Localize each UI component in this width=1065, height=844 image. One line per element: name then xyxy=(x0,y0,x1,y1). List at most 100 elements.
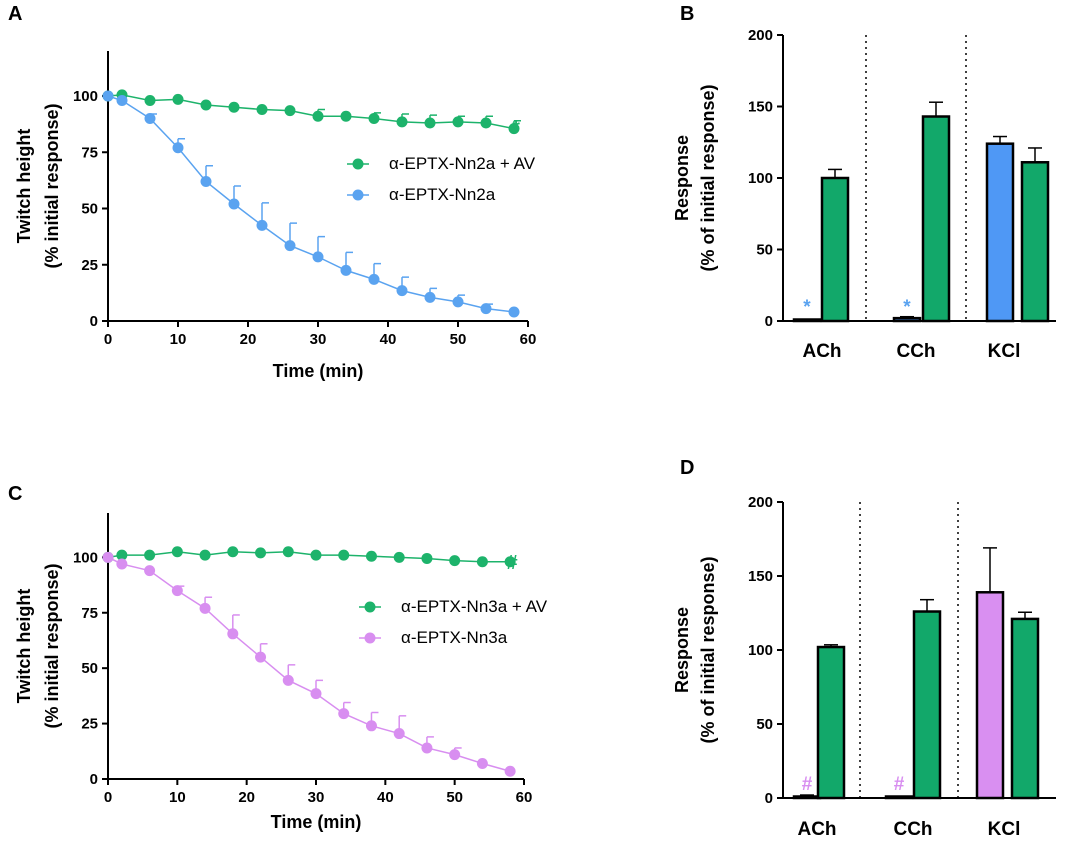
y-tick-label: 0 xyxy=(90,771,98,788)
significance-marker: * xyxy=(512,118,520,140)
x-tick-label: 20 xyxy=(238,789,255,806)
data-point xyxy=(480,303,492,315)
bar-cch xyxy=(912,610,942,800)
y-tick-label: 50 xyxy=(756,716,773,733)
data-point xyxy=(116,95,128,106)
bar-kcl xyxy=(1020,161,1050,323)
y-tick-label: 200 xyxy=(748,494,773,511)
data-point xyxy=(421,552,433,564)
y-axis-label: Twitch height xyxy=(14,129,34,244)
data-point xyxy=(102,551,114,563)
bar-kcl xyxy=(985,142,1015,323)
panel-label: A xyxy=(8,3,22,25)
data-point xyxy=(284,105,296,117)
x-tick-label: 40 xyxy=(377,789,394,806)
data-point xyxy=(102,90,114,102)
x-axis-label: Time (min) xyxy=(273,361,364,381)
bar-ach xyxy=(820,176,850,323)
x-tick-label: 60 xyxy=(516,789,533,806)
data-point xyxy=(255,547,267,559)
data-point xyxy=(116,558,128,570)
data-point xyxy=(255,651,267,663)
y-tick-label: 0 xyxy=(90,313,98,330)
significance-marker: * xyxy=(903,297,911,318)
legend-label: α-EPTX-Nn3a xyxy=(401,628,508,647)
panel-A: A 0 25 50 75 100 0 10 20 30 40 50 60 Time (min) Twitch… xyxy=(8,3,536,381)
y-tick-label: 150 xyxy=(748,568,773,585)
data-point xyxy=(452,296,464,308)
data-point xyxy=(199,549,211,561)
data-point xyxy=(368,273,380,285)
category-label: ACh xyxy=(802,341,841,362)
y-tick-label: 150 xyxy=(748,99,773,116)
significance-marker: # xyxy=(894,774,905,795)
panel-C: C 0 25 50 75 100 0 10 20 30 40 50 60 Time (min) Twitch… xyxy=(8,483,548,832)
bar-kcl xyxy=(975,591,1005,800)
data-point xyxy=(338,708,350,720)
data-point xyxy=(312,251,324,263)
data-point xyxy=(282,674,294,686)
data-point xyxy=(368,113,380,124)
y-tick-label: 50 xyxy=(81,201,98,218)
y-tick-label: 100 xyxy=(73,549,98,566)
data-point xyxy=(508,306,520,318)
data-point xyxy=(396,116,408,128)
significance-marker: * xyxy=(803,297,811,318)
significance-marker: # xyxy=(506,552,517,574)
significance-marker: # xyxy=(802,774,813,795)
data-point xyxy=(508,123,520,135)
data-point xyxy=(228,101,240,113)
data-point xyxy=(284,240,296,252)
data-point xyxy=(171,546,183,558)
y-tick-label: 0 xyxy=(765,790,773,807)
data-point xyxy=(227,546,239,558)
data-point xyxy=(452,116,464,128)
y-axis-label: (% of initial response) xyxy=(698,556,718,743)
y-axis-label: Response xyxy=(672,607,692,693)
panel-B: B 0 50 100 150 200 Response (% of initial respo… xyxy=(672,3,1056,362)
category-label: KCl xyxy=(988,341,1021,362)
y-axis-label: (% of initial response) xyxy=(698,84,718,271)
panel-label: C xyxy=(8,483,22,505)
x-axis-label: Time (min) xyxy=(271,812,362,832)
legend-marker xyxy=(364,601,376,613)
series-line xyxy=(107,94,515,130)
x-tick-label: 0 xyxy=(104,331,112,348)
data-point xyxy=(199,602,211,614)
category-label: CCh xyxy=(893,819,932,840)
bar-ach xyxy=(816,645,846,800)
data-point xyxy=(310,688,322,700)
bar-ach xyxy=(792,318,822,323)
bar-cch xyxy=(892,316,922,323)
y-tick-label: 100 xyxy=(73,88,98,105)
series-line xyxy=(107,556,511,772)
y-tick-label: 0 xyxy=(765,313,773,330)
legend-label: α-EPTX-Nn3a + AV xyxy=(401,597,548,616)
series-1 xyxy=(102,551,516,777)
y-tick-label: 75 xyxy=(81,605,98,622)
y-tick-label: 100 xyxy=(748,170,773,187)
data-point xyxy=(365,550,377,562)
y-axis-label: (% initial response) xyxy=(42,563,62,728)
data-point xyxy=(424,291,436,303)
data-point xyxy=(144,565,156,577)
data-point xyxy=(449,749,461,761)
data-point xyxy=(504,556,516,568)
legend-label: α-EPTX-Nn2a + AV xyxy=(389,154,536,173)
y-tick-label: 100 xyxy=(748,642,773,659)
data-point xyxy=(476,556,488,568)
x-tick-label: 50 xyxy=(446,789,463,806)
legend-marker xyxy=(352,158,364,170)
x-tick-label: 50 xyxy=(450,331,467,348)
y-tick-label: 200 xyxy=(748,27,773,44)
data-point xyxy=(421,742,433,754)
data-point xyxy=(504,765,516,777)
series-0 xyxy=(102,89,521,135)
y-tick-label: 25 xyxy=(81,257,98,274)
category-label: KCl xyxy=(988,819,1021,840)
data-point xyxy=(340,264,352,276)
data-point xyxy=(449,555,461,567)
data-point xyxy=(227,628,239,640)
data-point xyxy=(200,176,212,187)
